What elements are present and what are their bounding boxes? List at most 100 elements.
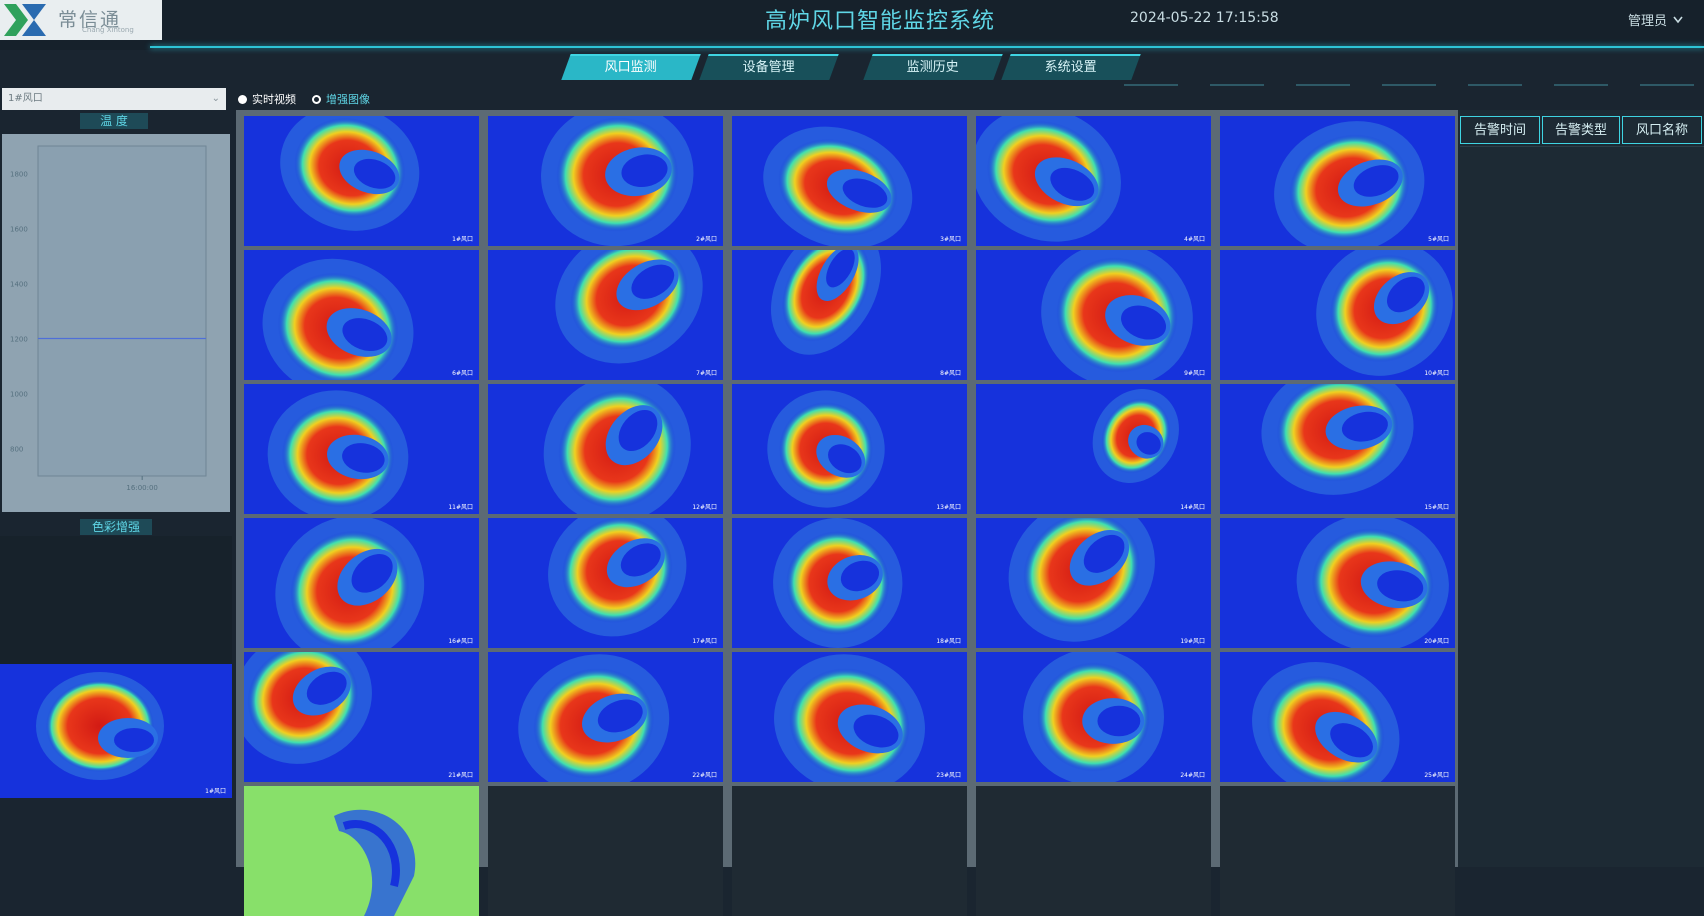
company-logo: 常信通 Chang Xintong <box>0 0 162 40</box>
y-tick-label: 1000 <box>10 391 28 399</box>
radio-enhanced-image[interactable]: 增强图像 <box>312 91 370 107</box>
y-tick-label: 1400 <box>10 281 28 289</box>
tab-tuyere-monitoring[interactable]: 风口监测 <box>561 54 701 80</box>
user-menu[interactable]: 管理员 <box>1628 10 1683 29</box>
alarm-type-header[interactable]: 告警类型 <box>1542 116 1620 144</box>
y-tick-label: 1600 <box>10 226 28 234</box>
color-enhance-area <box>0 536 232 664</box>
temperature-chart: 1800 1600 1400 1200 1000 800 16:00:00 <box>2 134 230 512</box>
tuyere-camera-cell[interactable]: 14#风口 <box>976 384 1211 514</box>
tab-device-management[interactable]: 设备管理 <box>699 54 839 80</box>
thermal-image <box>0 664 232 798</box>
tuyere-camera-cell[interactable] <box>244 786 479 916</box>
thermal-image <box>1220 116 1455 246</box>
thermal-image <box>976 384 1211 514</box>
logo-text: 常信通 <box>58 9 122 31</box>
tuyere-camera-cell[interactable]: 6#风口 <box>244 250 479 380</box>
decorative-dash <box>1554 84 1608 86</box>
thermal-image <box>244 116 479 246</box>
camera-label: 15#风口 <box>1424 504 1449 511</box>
thermal-image <box>976 250 1211 380</box>
tuyere-select[interactable]: 1#风口 ⌄ <box>2 88 226 110</box>
thermal-image <box>976 652 1211 782</box>
radio-realtime-video[interactable]: 实时视频 <box>238 91 296 107</box>
tuyere-camera-cell[interactable]: 22#风口 <box>488 652 723 782</box>
tuyere-name-header[interactable]: 风口名称 <box>1622 116 1702 144</box>
camera-label: 10#风口 <box>1424 370 1449 377</box>
thermal-image <box>488 250 723 380</box>
empty-camera-slot[interactable] <box>1220 786 1455 916</box>
color-enhance-panel-title: 色彩增强 <box>80 519 152 535</box>
tuyere-camera-cell[interactable]: 8#风口 <box>732 250 967 380</box>
tuyere-camera-cell[interactable]: 25#风口 <box>1220 652 1455 782</box>
camera-label: 16#风口 <box>448 638 473 645</box>
tab-monitoring-history[interactable]: 监测历史 <box>863 54 1003 80</box>
chevron-down-icon: ⌄ <box>211 93 220 104</box>
thermal-image <box>976 116 1211 246</box>
thermal-image <box>732 384 967 514</box>
camera-label: 21#风口 <box>448 772 473 779</box>
thermal-image <box>488 652 723 782</box>
tuyere-camera-cell[interactable]: 12#风口 <box>488 384 723 514</box>
tab-system-settings[interactable]: 系统设置 <box>1001 54 1141 80</box>
logo-subtext: Chang Xintong <box>82 26 134 34</box>
empty-camera-slot[interactable] <box>488 786 723 916</box>
y-tick-label: 1800 <box>10 171 28 179</box>
camera-label: 3#风口 <box>940 236 961 243</box>
x-tick-label: 16:00:00 <box>126 484 157 492</box>
tuyere-video-grid: 1#风口 2#风口 3#风口 4#风口 5#风口 6#风口 7#风口 8#风口 9#风口 10#风… <box>236 110 1458 916</box>
tuyere-camera-cell[interactable]: 23#风口 <box>732 652 967 782</box>
tuyere-camera-cell[interactable]: 24#风口 <box>976 652 1211 782</box>
thermal-image <box>976 518 1211 648</box>
camera-label: 24#风口 <box>1180 772 1205 779</box>
current-datetime: 2024-05-22 17:15:58 <box>1130 10 1279 26</box>
empty-camera-slot[interactable] <box>976 786 1211 916</box>
tuyere-camera-cell[interactable]: 21#风口 <box>244 652 479 782</box>
thermal-image <box>488 384 723 514</box>
camera-label: 22#风口 <box>692 772 717 779</box>
tuyere-camera-cell[interactable]: 15#风口 <box>1220 384 1455 514</box>
tuyere-camera-cell[interactable]: 11#风口 <box>244 384 479 514</box>
tuyere-camera-cell[interactable]: 9#风口 <box>976 250 1211 380</box>
tuyere-camera-cell[interactable]: 19#风口 <box>976 518 1211 648</box>
tuyere-camera-cell[interactable]: 10#风口 <box>1220 250 1455 380</box>
thermal-image <box>1220 250 1455 380</box>
thermal-image <box>488 518 723 648</box>
camera-label: 1#风口 <box>452 236 473 243</box>
enhanced-preview-image[interactable]: 1#风口 <box>0 664 232 798</box>
camera-label: 20#风口 <box>1424 638 1449 645</box>
thermal-image <box>1220 384 1455 514</box>
empty-camera-slot[interactable] <box>732 786 967 916</box>
thermal-image <box>244 518 479 648</box>
radio-realtime-label: 实时视频 <box>252 93 296 106</box>
tuyere-camera-cell[interactable]: 5#风口 <box>1220 116 1455 246</box>
tuyere-camera-cell[interactable]: 17#风口 <box>488 518 723 648</box>
tuyere-camera-cell[interactable]: 3#风口 <box>732 116 967 246</box>
thermal-image <box>732 116 967 246</box>
alarm-time-header[interactable]: 告警时间 <box>1460 116 1540 144</box>
alarm-panel <box>1458 110 1704 867</box>
enhanced-preview-label: 1#风口 <box>205 788 226 795</box>
tuyere-camera-cell[interactable]: 2#风口 <box>488 116 723 246</box>
decorative-dash <box>1468 84 1522 86</box>
tuyere-camera-cell[interactable]: 20#风口 <box>1220 518 1455 648</box>
tuyere-camera-cell[interactable]: 7#风口 <box>488 250 723 380</box>
camera-label: 18#风口 <box>936 638 961 645</box>
thermal-image <box>244 652 479 782</box>
thermal-image <box>244 250 479 380</box>
tuyere-camera-cell[interactable]: 13#风口 <box>732 384 967 514</box>
thermal-image <box>732 250 967 380</box>
decorative-dash <box>1210 84 1264 86</box>
camera-label: 5#风口 <box>1428 236 1449 243</box>
camera-label: 9#风口 <box>1184 370 1205 377</box>
radio-dot-icon <box>238 94 247 104</box>
tuyere-camera-cell[interactable]: 16#风口 <box>244 518 479 648</box>
tuyere-camera-cell[interactable]: 4#风口 <box>976 116 1211 246</box>
alarm-header-divider <box>1460 146 1704 147</box>
camera-label: 19#风口 <box>1180 638 1205 645</box>
camera-label: 25#风口 <box>1424 772 1449 779</box>
camera-label: 6#风口 <box>452 370 473 377</box>
y-tick-label: 800 <box>10 446 23 454</box>
tuyere-camera-cell[interactable]: 18#风口 <box>732 518 967 648</box>
tuyere-camera-cell[interactable]: 1#风口 <box>244 116 479 246</box>
